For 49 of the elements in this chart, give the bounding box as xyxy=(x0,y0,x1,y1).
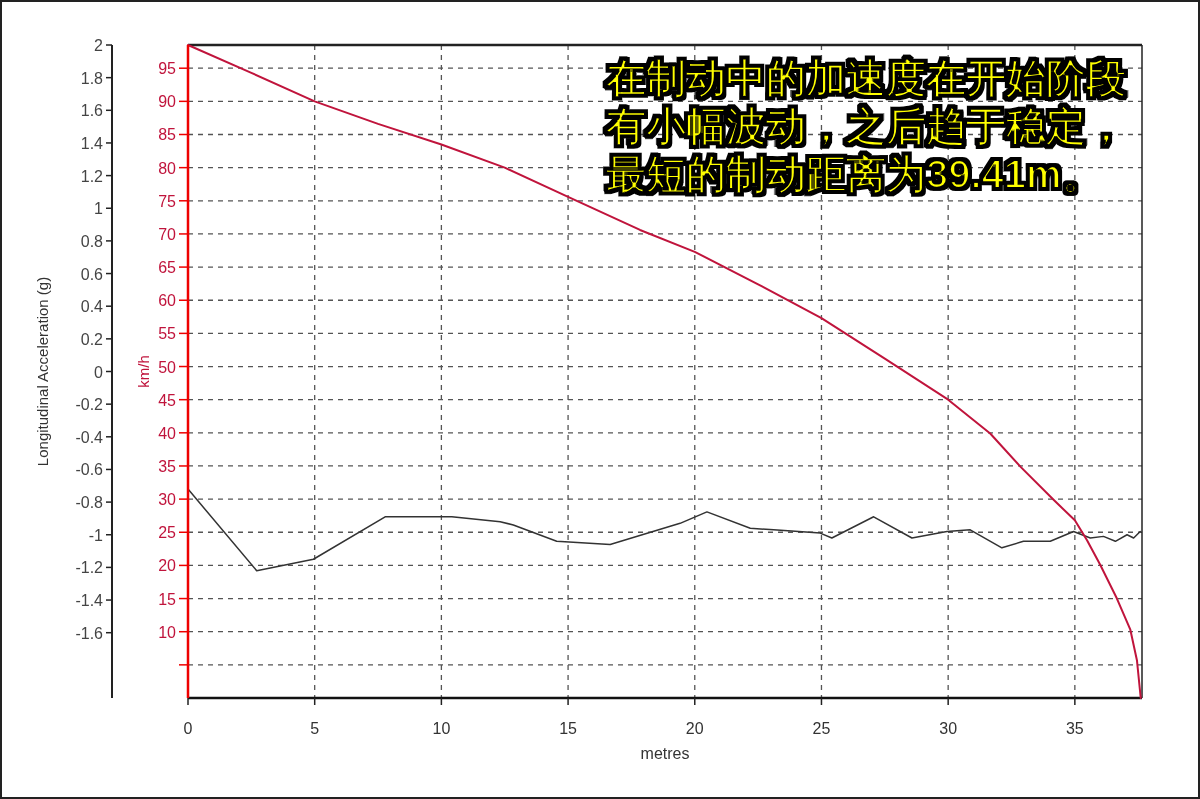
y-tick-label: 0.6 xyxy=(80,265,104,283)
y-tick-label: 2 xyxy=(94,37,104,54)
y2-tick-label: 90 xyxy=(158,93,177,111)
y-tick-label: 0.2 xyxy=(80,330,104,348)
y2-tick-label: 60 xyxy=(158,292,177,310)
y2-tick-label: 55 xyxy=(158,325,177,343)
y2-tick-label: 70 xyxy=(158,225,177,243)
x-tick-label: 25 xyxy=(812,720,831,737)
y2-tick-label: 40 xyxy=(158,424,177,442)
x-tick-label: 15 xyxy=(559,720,578,737)
y-tick-label: 0.4 xyxy=(80,298,104,316)
y-tick-label: -0.4 xyxy=(75,428,104,446)
y2-tick-label: 65 xyxy=(158,259,177,277)
y-tick-label: 1.4 xyxy=(80,134,104,152)
y2-axis-title: km/h xyxy=(135,355,152,388)
x-tick-label: 5 xyxy=(310,720,320,737)
x-tick-label: 10 xyxy=(432,720,451,737)
annotations: 在制动中的加速度在开始阶段有小幅波动，之后趋于稳定，最短的制动距离为39.41m。 xyxy=(606,56,1126,196)
y-tick-label: -1 xyxy=(88,526,104,544)
y2-tick-label: 50 xyxy=(158,358,177,376)
y-tick-label: 1 xyxy=(94,200,104,218)
y-axis-title: Longitudinal Acceleration (g) xyxy=(34,276,51,467)
y2-tick-label: 80 xyxy=(158,159,177,177)
y-tick-label: 1.6 xyxy=(80,102,104,120)
y2-tick-label: 35 xyxy=(158,457,177,475)
y-tick-label: -0.6 xyxy=(75,461,104,479)
y2-tick-label: 75 xyxy=(158,192,177,210)
y2-tick-label: 15 xyxy=(158,590,177,608)
y2-tick-label: 45 xyxy=(158,391,177,409)
x-tick-label: 20 xyxy=(685,720,704,737)
y-tick-label: -0.8 xyxy=(75,494,104,512)
y2-tick-label: 30 xyxy=(158,491,177,509)
x-tick-label: 0 xyxy=(183,720,193,737)
y-tick-label: 0 xyxy=(94,363,104,381)
y-tick-label: 1.8 xyxy=(80,69,104,87)
y2-tick-label: 10 xyxy=(158,623,177,641)
y-tick-label: -0.2 xyxy=(75,396,104,414)
x-tick-label: 30 xyxy=(939,720,958,737)
y2-tick-label: 20 xyxy=(158,557,177,575)
x-tick-label: 35 xyxy=(1065,720,1084,737)
y2-tick-label: 25 xyxy=(158,524,177,542)
x-axis-title: metres xyxy=(640,745,690,762)
y2-tick-label: 85 xyxy=(158,126,177,144)
y-tick-label: -1.4 xyxy=(75,592,104,610)
y-tick-label: 1.2 xyxy=(80,167,104,185)
y-tick-label: 0.8 xyxy=(80,232,104,250)
y-tick-label: -1.6 xyxy=(75,624,104,642)
y-tick-label: -1.2 xyxy=(75,559,104,577)
y2-tick-label: 95 xyxy=(158,60,177,78)
